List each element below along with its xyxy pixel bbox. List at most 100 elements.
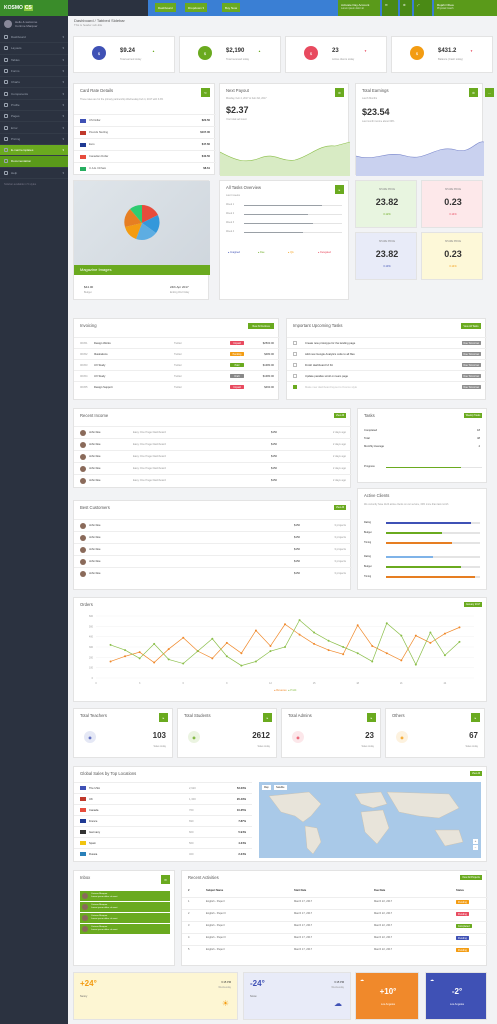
- invoice-row[interactable]: 00454 UX Study Twitter Draft $1380.00: [74, 370, 280, 381]
- view-all-invoices-button[interactable]: View All Invoices: [248, 323, 274, 329]
- sidebar-item-error[interactable]: Error ▾: [0, 122, 68, 134]
- task-checkbox[interactable]: [293, 363, 297, 367]
- data-point-profit[interactable]: [196, 650, 199, 653]
- sidebar-item-e-mail-templates[interactable]: E-mail templates ▾: [0, 144, 68, 157]
- sidebar-item-components[interactable]: Components ▾: [0, 88, 68, 100]
- data-point-revenue[interactable]: [153, 661, 156, 664]
- inbox-item[interactable]: Corinne Marquer Lorem ipsum dolor sit ame…: [80, 902, 170, 912]
- data-point-revenue[interactable]: [414, 634, 417, 637]
- customer-row[interactable]: John Doe $150 3 projects: [74, 567, 352, 579]
- data-point-profit[interactable]: [298, 619, 301, 622]
- inbox-item[interactable]: Corinne Marquer Lorem ipsum dolor sit ame…: [80, 891, 170, 901]
- table-row[interactable]: [182, 933, 488, 944]
- data-point-profit[interactable]: [400, 634, 403, 637]
- data-point-profit[interactable]: [240, 664, 243, 667]
- data-point-revenue[interactable]: [429, 641, 432, 644]
- table-row[interactable]: [182, 921, 488, 932]
- view-all-projects-button[interactable]: View All Projects: [460, 875, 482, 880]
- data-point-profit[interactable]: [385, 622, 388, 625]
- data-point-revenue[interactable]: [109, 660, 112, 663]
- task-row[interactable]: Finish dashboard UI Kit Due Tomorrow: [287, 359, 487, 370]
- data-point-revenue[interactable]: [342, 653, 345, 656]
- task-checkbox[interactable]: [293, 341, 297, 345]
- data-point-revenue[interactable]: [327, 649, 330, 652]
- task-checkbox[interactable]: [293, 374, 297, 378]
- sidebar-item-profile[interactable]: Profile ▾: [0, 100, 68, 112]
- data-point-profit[interactable]: [284, 646, 286, 648]
- inbox-item[interactable]: Corinne Marquer Lorem ipsum dolor sit ame…: [80, 924, 170, 934]
- data-point-revenue[interactable]: [269, 644, 272, 647]
- data-point-profit[interactable]: [269, 650, 272, 653]
- data-point-profit[interactable]: [109, 643, 112, 646]
- income-row[interactable]: John Doe Easy One Page Dashboard $150 2 day…: [74, 450, 352, 462]
- sidebar-item-forms[interactable]: Forms ▾: [0, 66, 68, 78]
- map-tab-map[interactable]: Map: [262, 785, 271, 790]
- table-row[interactable]: [182, 945, 488, 956]
- data-point-revenue[interactable]: [254, 629, 257, 632]
- data-point-profit[interactable]: [313, 631, 316, 634]
- notifications-icon[interactable]: ✉: [382, 0, 398, 16]
- buy-now-button[interactable]: Buy Now: [222, 3, 241, 12]
- data-point-profit[interactable]: [254, 660, 257, 663]
- zoom-out-button[interactable]: −: [473, 845, 478, 850]
- nav-dropdown[interactable]: Dropdown ▾: [185, 3, 208, 12]
- data-point-profit[interactable]: [371, 660, 374, 663]
- data-point-revenue[interactable]: [313, 642, 316, 645]
- sidebar-item-documentation[interactable]: Documentation: [0, 156, 68, 168]
- sidebar-item-help[interactable]: Help ▾: [0, 168, 68, 179]
- invoice-row[interactable]: 00452 Illustrations Twitter Pending $480.00: [74, 348, 280, 359]
- user-menu[interactable]: Rojahi Obea Physical Coach: [434, 0, 497, 16]
- sidebar-item-charts[interactable]: Charts ▾: [0, 77, 68, 89]
- refresh-button[interactable]: ↻: [201, 88, 210, 97]
- task-checkbox[interactable]: [293, 385, 297, 389]
- task-row[interactable]: Create new prototype for the landing pag…: [287, 337, 487, 348]
- payout-settings-button[interactable]: ⚙: [335, 88, 344, 97]
- income-row[interactable]: John Doe Easy One Page Dashboard $150 2 day…: [74, 474, 352, 486]
- data-point-revenue[interactable]: [225, 641, 228, 644]
- view-all-tasks-button[interactable]: View All Tasks: [461, 323, 481, 329]
- data-point-profit[interactable]: [167, 658, 170, 661]
- invoice-row[interactable]: 00451 Design Works Twitter Unpaid $2500.00: [74, 337, 280, 348]
- earnings-side-button[interactable]: ⋯: [485, 88, 494, 97]
- compose-button[interactable]: ✉: [161, 875, 170, 884]
- tasks-overview-button[interactable]: ▸: [335, 185, 344, 194]
- sidebar-item-pricing[interactable]: Pricing ▾: [0, 134, 68, 145]
- total-tile-button[interactable]: ▸: [471, 713, 480, 722]
- data-point-revenue[interactable]: [182, 636, 185, 639]
- data-point-profit[interactable]: [342, 646, 345, 648]
- data-point-profit[interactable]: [225, 655, 228, 658]
- data-point-revenue[interactable]: [356, 624, 359, 627]
- nav-dashboard[interactable]: Dashboard: [155, 3, 176, 12]
- task-row[interactable]: Add new Google Analytics code to all fil…: [287, 348, 487, 359]
- invoice-row[interactable]: 00453 UX Study Twitter Paid $1380.00: [74, 359, 280, 370]
- settings-icon[interactable]: ⚙: [400, 0, 412, 16]
- income-row[interactable]: John Doe Easy One Page Dashboard $150 2 day…: [74, 426, 352, 438]
- sidebar-item-pages[interactable]: Pages ▾: [0, 111, 68, 123]
- zoom-in-button[interactable]: +: [473, 839, 478, 844]
- inbox-item[interactable]: Corinne Marquer Lorem ipsum dolor sit ame…: [80, 913, 170, 923]
- data-point-revenue[interactable]: [211, 657, 214, 660]
- income-row[interactable]: John Doe Easy One Page Dashboard $150 2 day…: [74, 462, 352, 474]
- customer-row[interactable]: John Doe $150 3 projects: [74, 519, 352, 531]
- view-all-income-button[interactable]: View All: [334, 413, 346, 418]
- invoice-row[interactable]: 00455 Design Support Twitter Unpaid $460.00: [74, 381, 280, 392]
- data-point-profit[interactable]: [182, 662, 185, 665]
- fullscreen-icon[interactable]: ⤢: [414, 0, 432, 16]
- sidebar-user[interactable]: Hello & welcome Corinne Marquer: [0, 16, 68, 32]
- customer-row[interactable]: John Doe $150 3 projects: [74, 531, 352, 543]
- task-row[interactable]: Make new dashboard layout to Kosmo style…: [287, 381, 487, 392]
- data-point-profit[interactable]: [414, 663, 417, 666]
- data-point-revenue[interactable]: [298, 633, 301, 636]
- data-point-profit[interactable]: [356, 652, 359, 655]
- data-point-revenue[interactable]: [240, 652, 243, 655]
- earnings-settings-button[interactable]: ⚙: [469, 88, 478, 97]
- data-point-revenue[interactable]: [385, 652, 388, 655]
- data-point-revenue[interactable]: [124, 655, 127, 658]
- view-all-customers-button[interactable]: View All: [334, 505, 346, 510]
- table-row[interactable]: [182, 897, 488, 908]
- orders-month-button[interactable]: January 2017: [464, 602, 482, 607]
- data-point-profit[interactable]: [443, 654, 446, 657]
- data-point-profit[interactable]: [211, 637, 214, 640]
- customer-row[interactable]: John Doe $150 3 projects: [74, 543, 352, 555]
- activate-account[interactable]: Activate Day Account Lorem ipsum dolor si…: [338, 0, 380, 16]
